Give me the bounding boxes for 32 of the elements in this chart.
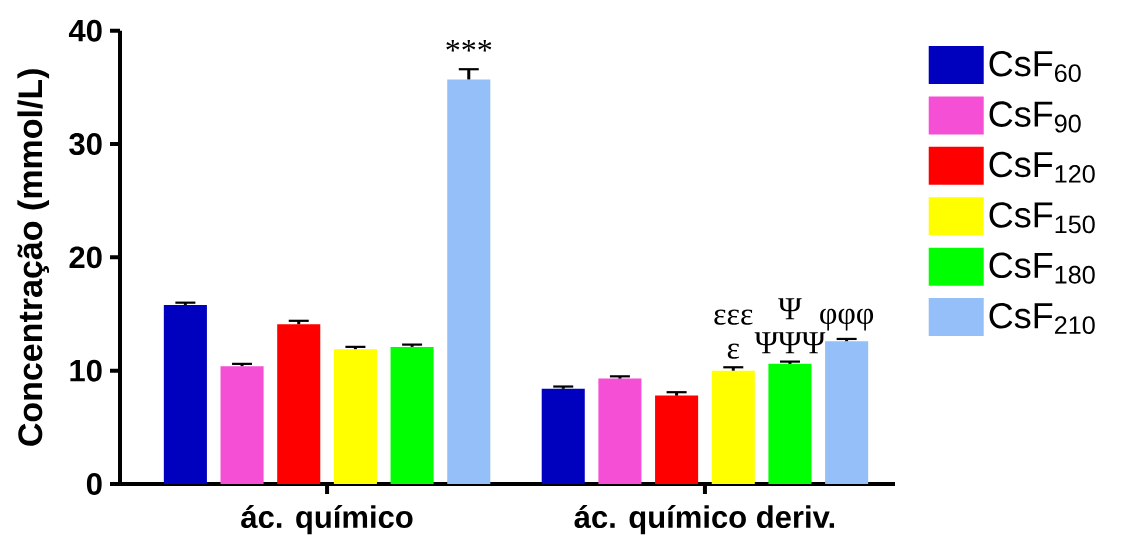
bar (598, 378, 642, 485)
y-axis-title: Concentração (mmol/L) (17, 69, 50, 446)
x-tick-label: ác. químico deriv. (574, 505, 835, 535)
y-tick-label: 0 (86, 473, 102, 496)
bar (711, 370, 755, 485)
annotation: Ψ (778, 298, 802, 320)
bar (333, 349, 377, 485)
annotation: *** (446, 39, 492, 52)
y-tick-label: 20 (69, 246, 102, 269)
bar (163, 304, 207, 485)
legend-label: CsF$_{120}$ (989, 151, 1095, 183)
x-tick-label: ác. químico (241, 505, 413, 535)
annotation: φφφ (820, 308, 874, 331)
legend-label: CsF$_{180}$ (989, 252, 1095, 284)
bar (447, 79, 491, 485)
legend-label: CsF$_{150}$ (989, 202, 1095, 234)
legend-label: CsF$_{90}$ (989, 101, 1081, 133)
legend-label: CsF$_{60}$ (989, 51, 1081, 83)
bar (220, 366, 264, 485)
bar (768, 363, 812, 485)
y-tick-label: 30 (69, 133, 102, 156)
annotation: εεε (714, 309, 753, 325)
annotation: ε (727, 343, 740, 359)
legend-label: CsF$_{210}$ (989, 303, 1095, 335)
bar (655, 395, 699, 485)
bar (825, 341, 869, 485)
y-tick-label: 10 (70, 359, 102, 382)
bar (390, 346, 434, 485)
bar (541, 388, 585, 485)
y-tick-label: 40 (68, 19, 102, 42)
annotation: ΨΨΨ (754, 332, 826, 354)
bar (277, 324, 321, 485)
